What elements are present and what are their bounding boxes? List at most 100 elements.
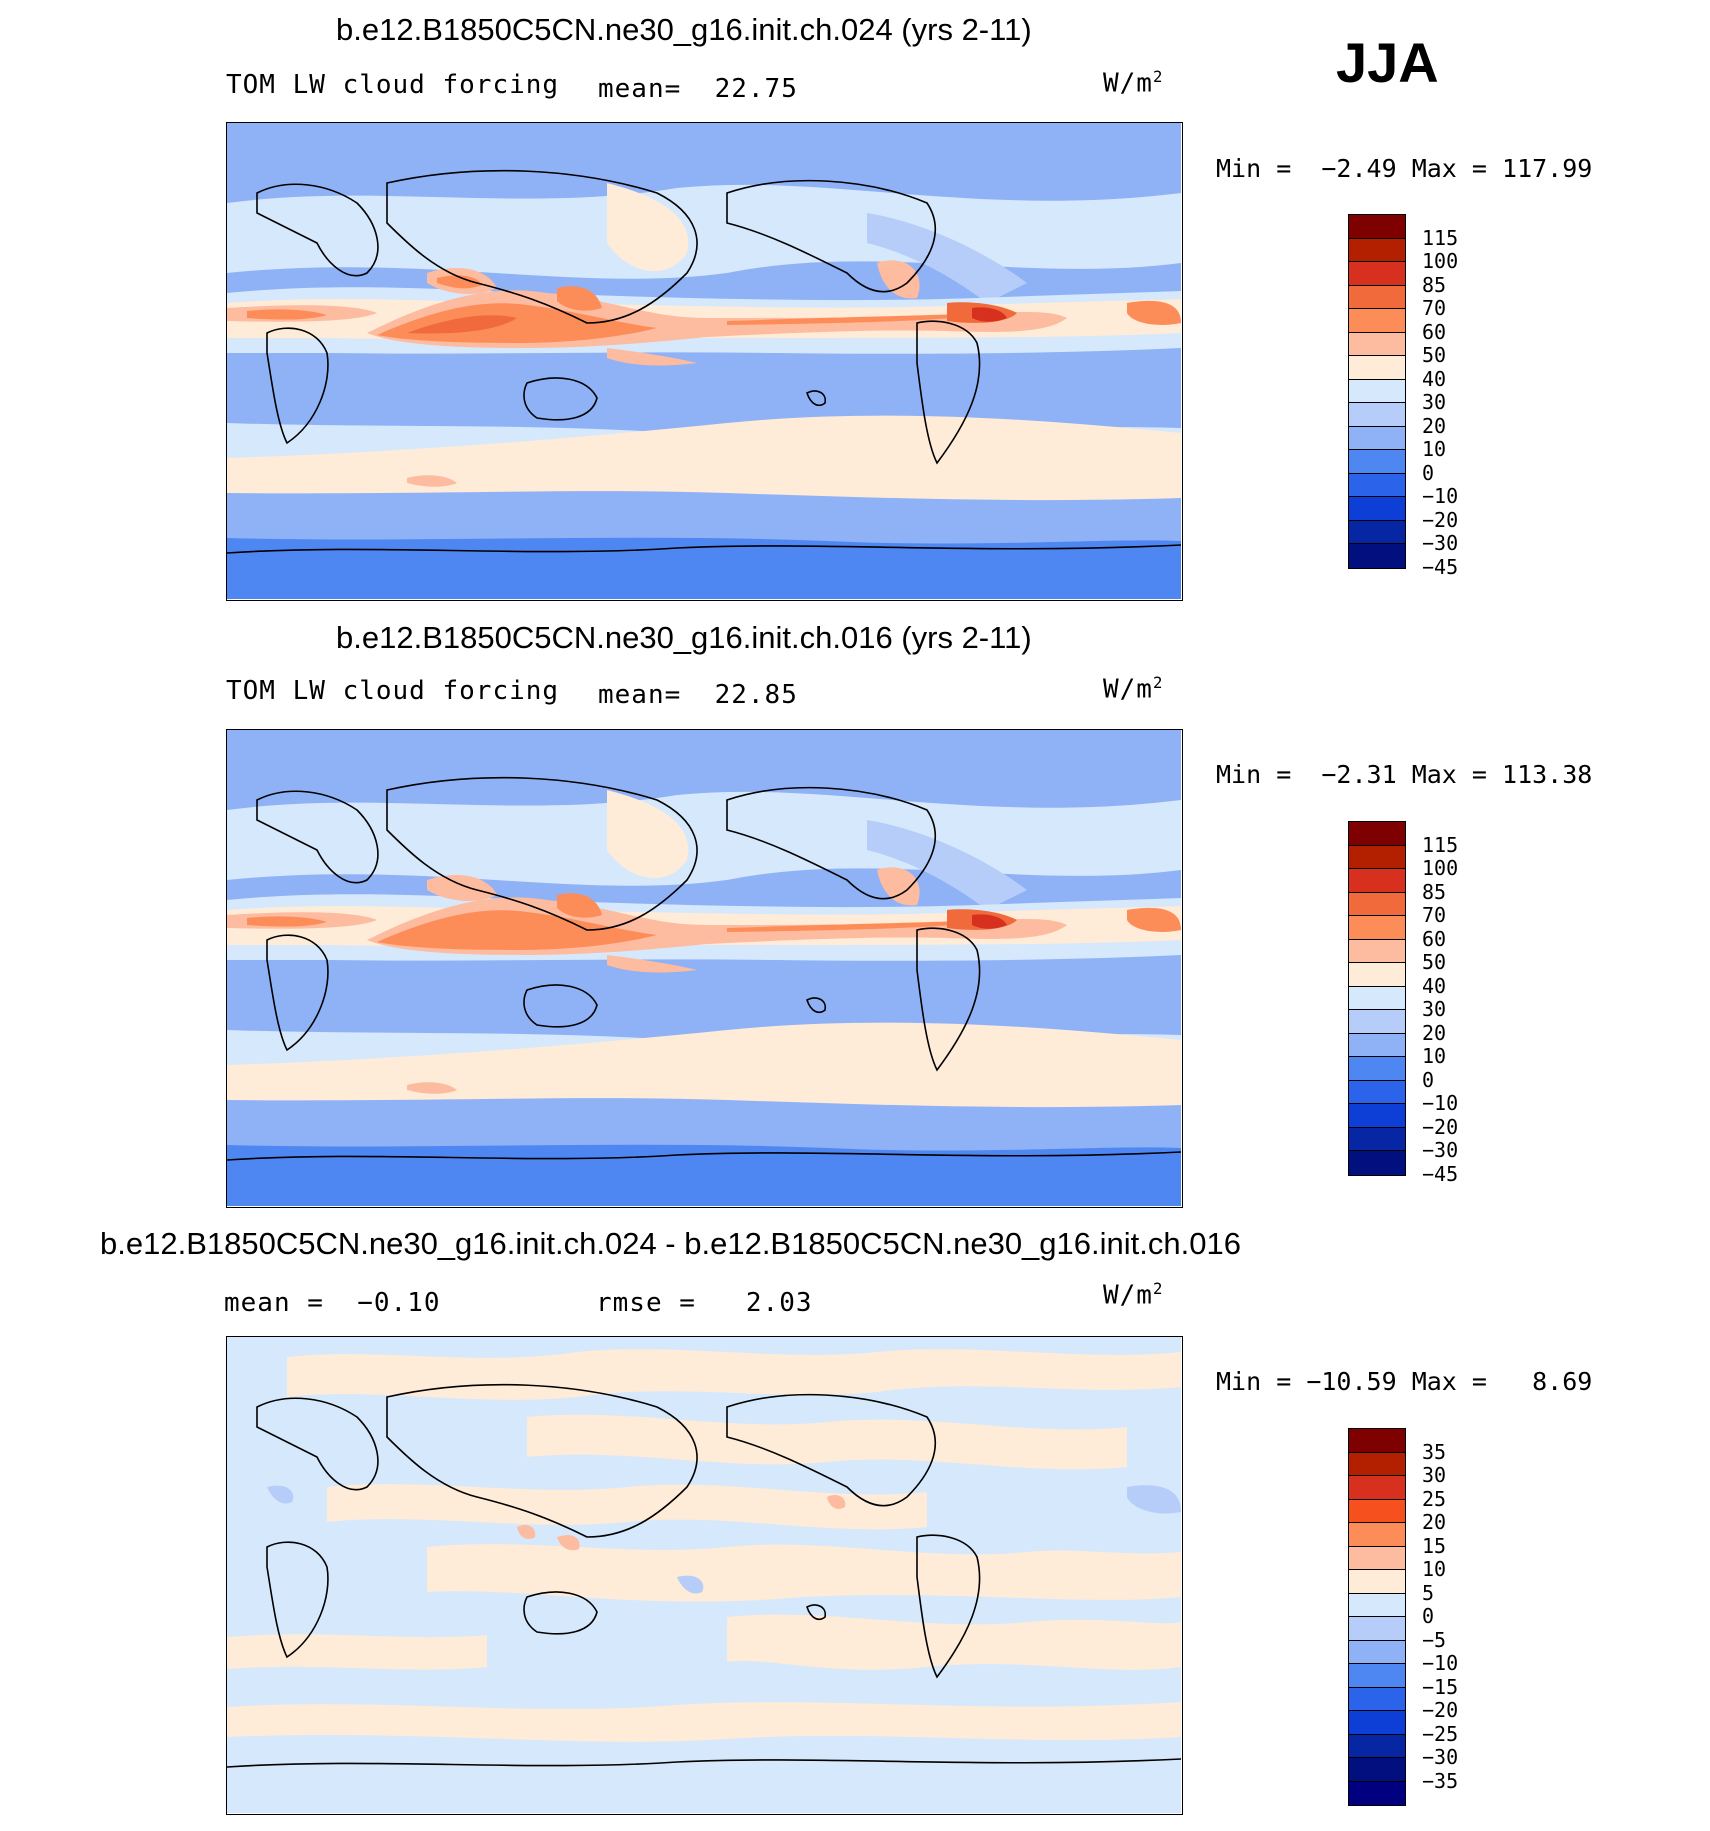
colorbar-tick-label: 115 xyxy=(1422,832,1459,857)
colorbar-tick-label: 25 xyxy=(1422,1486,1447,1511)
colorbar-tick-label: −25 xyxy=(1422,1721,1459,1746)
colorbar-swatch xyxy=(1349,497,1405,521)
colorbar-tick-label: −20 xyxy=(1422,1114,1459,1139)
colorbar-swatch xyxy=(1349,1429,1405,1453)
colorbar-swatch xyxy=(1349,332,1405,356)
colorbar-swatch xyxy=(1349,1734,1405,1758)
colorbar-tick-label: 10 xyxy=(1422,437,1447,461)
panel2-mean-value: 22.85 xyxy=(714,680,798,710)
colorbar-tick-label: 15 xyxy=(1422,1533,1447,1558)
colorbar-tick-label: −20 xyxy=(1422,507,1459,532)
colorbar-swatch xyxy=(1349,1033,1405,1057)
panel3-rmse-label: rmse = xyxy=(596,1288,696,1318)
colorbar-swatch xyxy=(1349,473,1405,497)
colorbar-swatch xyxy=(1349,1593,1405,1617)
colorbar-tick-label: 40 xyxy=(1422,366,1447,391)
colorbar-tick-label: 30 xyxy=(1422,997,1447,1021)
colorbar-tick-label: −30 xyxy=(1422,1138,1459,1162)
colorbar-swatch xyxy=(1349,1127,1405,1151)
colorbar-swatch xyxy=(1349,379,1405,403)
panel1-mean-label: mean= xyxy=(598,74,682,104)
colorbar-swatch xyxy=(1349,892,1405,916)
panel3-rmse-value: 2.03 xyxy=(745,1288,813,1318)
colorbar-tick-label: 20 xyxy=(1422,1510,1447,1534)
colorbar-swatch xyxy=(1349,1080,1405,1104)
colorbar-swatch xyxy=(1349,939,1405,963)
panel2-mean-label: mean= xyxy=(598,680,682,710)
colorbar-tick-label: 10 xyxy=(1422,1557,1447,1581)
colorbar-swatch xyxy=(1349,426,1405,450)
panel2-variable: TOM LW cloud forcing xyxy=(226,676,560,706)
panel1-title: b.e12.B1850C5CN.ne30_g16.init.ch.024 (yr… xyxy=(336,12,1032,47)
panel3-minmax: Min = −10.59 Max = 8.69 xyxy=(1216,1367,1593,1396)
panel3-mean-label: mean = xyxy=(224,1288,324,1318)
panel3-rmse: rmse = 2.03 xyxy=(596,1288,813,1318)
colorbar-tick-label: 50 xyxy=(1422,343,1447,367)
panel1-colorbar-cells xyxy=(1348,214,1406,569)
colorbar-tick-label: 85 xyxy=(1422,272,1447,297)
colorbar-tick-label: 60 xyxy=(1422,926,1447,951)
colorbar-tick-label: −30 xyxy=(1422,531,1459,555)
colorbar-tick-label: 85 xyxy=(1422,879,1447,904)
colorbar-swatch xyxy=(1349,1687,1405,1711)
colorbar-tick-label: −30 xyxy=(1422,1745,1459,1769)
colorbar-tick-label: −10 xyxy=(1422,1651,1459,1675)
colorbar-swatch xyxy=(1349,309,1405,333)
colorbar-swatch xyxy=(1349,1476,1405,1500)
colorbar-tick-label: 20 xyxy=(1422,413,1447,438)
colorbar-swatch xyxy=(1349,1523,1405,1547)
colorbar-tick-label: 5 xyxy=(1422,1580,1435,1605)
panel3-title: b.e12.B1850C5CN.ne30_g16.init.ch.024 - b… xyxy=(100,1226,1241,1261)
colorbar-swatch xyxy=(1349,262,1405,286)
colorbar-tick-label: 70 xyxy=(1422,296,1447,320)
colorbar-tick-label: −15 xyxy=(1422,1674,1459,1699)
colorbar-tick-label: 20 xyxy=(1422,1020,1447,1045)
colorbar-tick-label: 70 xyxy=(1422,903,1447,927)
colorbar-swatch xyxy=(1349,1758,1405,1782)
colorbar-swatch xyxy=(1349,544,1405,568)
panel2-map xyxy=(226,729,1183,1208)
panel3-colorbar-cells xyxy=(1348,1428,1406,1806)
colorbar-tick-label: 100 xyxy=(1422,249,1459,273)
panel2-mean: mean= 22.85 xyxy=(598,680,798,710)
colorbar-tick-label: 115 xyxy=(1422,225,1459,250)
colorbar-swatch xyxy=(1349,1640,1405,1664)
colorbar-tick-label: 0 xyxy=(1422,460,1435,485)
panel2-units: W/m2 xyxy=(1103,674,1164,705)
colorbar-tick-label: 40 xyxy=(1422,973,1447,998)
panel2-colorbar-cells xyxy=(1348,821,1406,1176)
colorbar-swatch xyxy=(1349,1711,1405,1735)
colorbar-swatch xyxy=(1349,963,1405,987)
colorbar-tick-label: 0 xyxy=(1422,1604,1435,1628)
panel1-units: W/m2 xyxy=(1103,68,1164,99)
colorbar-swatch xyxy=(1349,1664,1405,1688)
colorbar-tick-label: −35 xyxy=(1422,1768,1459,1793)
colorbar-swatch xyxy=(1349,1617,1405,1641)
colorbar-swatch xyxy=(1349,1010,1405,1034)
colorbar-tick-label: −45 xyxy=(1422,1161,1459,1186)
panel1-mean: mean= 22.75 xyxy=(598,74,798,104)
colorbar-swatch xyxy=(1349,986,1405,1010)
colorbar-swatch xyxy=(1349,403,1405,427)
colorbar-swatch xyxy=(1349,1546,1405,1570)
colorbar-tick-label: −10 xyxy=(1422,484,1459,508)
colorbar-swatch xyxy=(1349,1499,1405,1523)
colorbar-tick-label: −45 xyxy=(1422,554,1459,579)
panel3-map xyxy=(226,1336,1183,1815)
colorbar-swatch xyxy=(1349,1104,1405,1128)
colorbar-swatch xyxy=(1349,215,1405,239)
colorbar-tick-label: 100 xyxy=(1422,856,1459,880)
season-label: JJA xyxy=(1336,31,1439,94)
colorbar-tick-label: −10 xyxy=(1422,1091,1459,1115)
colorbar-swatch xyxy=(1349,1151,1405,1175)
colorbar-swatch xyxy=(1349,916,1405,940)
panel1-variable: TOM LW cloud forcing xyxy=(226,70,560,100)
colorbar-tick-label: 35 xyxy=(1422,1439,1447,1464)
colorbar-tick-label: 10 xyxy=(1422,1044,1447,1068)
panel1-minmax: Min = −2.49 Max = 117.99 xyxy=(1216,154,1593,183)
colorbar-swatch xyxy=(1349,845,1405,869)
colorbar-swatch xyxy=(1349,450,1405,474)
panel2-title: b.e12.B1850C5CN.ne30_g16.init.ch.016 (yr… xyxy=(336,620,1032,655)
colorbar-tick-label: 30 xyxy=(1422,1463,1447,1487)
panel2-minmax: Min = −2.31 Max = 113.38 xyxy=(1216,760,1593,789)
